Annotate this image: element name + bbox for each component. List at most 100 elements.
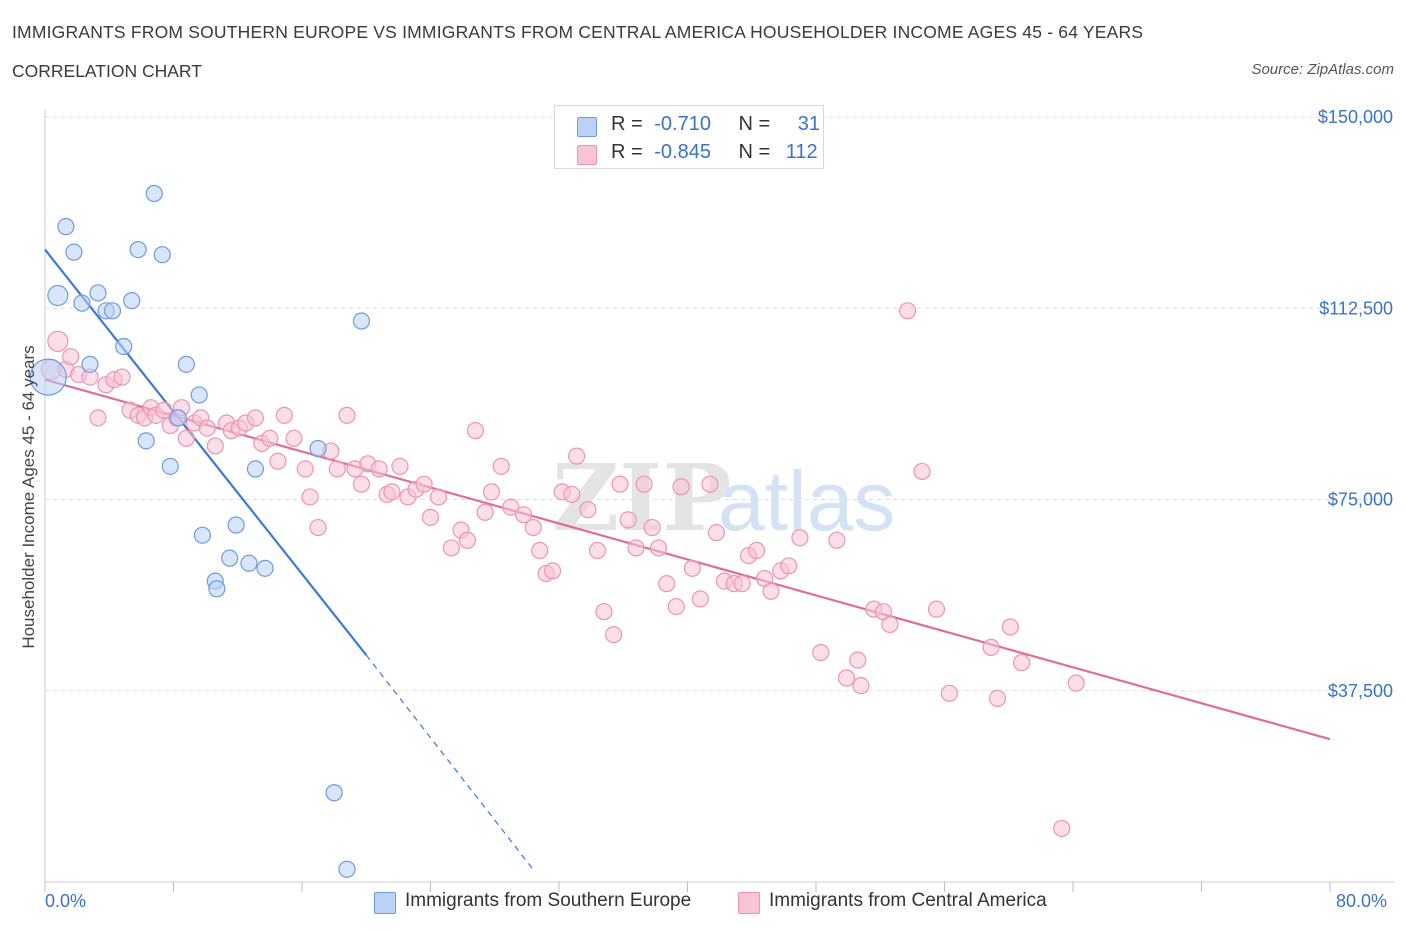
point-southern-europe (169, 409, 187, 427)
point-central-america (898, 302, 917, 320)
point-southern-europe (338, 860, 356, 878)
point-central-america (691, 590, 709, 608)
point-central-america (113, 368, 131, 386)
point-central-america (579, 501, 597, 519)
point-southern-europe (57, 218, 75, 236)
point-central-america (762, 582, 780, 600)
point-southern-europe (145, 184, 163, 203)
legend-r-value: -0.710 (654, 113, 711, 135)
point-southern-europe (81, 355, 99, 373)
point-central-america (524, 518, 542, 537)
axes (44, 110, 1394, 892)
point-central-america (658, 575, 676, 593)
point-central-america (733, 575, 751, 593)
point-central-america (198, 419, 216, 437)
point-southern-europe (65, 243, 83, 261)
point-central-america (881, 615, 899, 634)
point-central-america (177, 429, 195, 447)
point-central-america (415, 475, 433, 493)
point-central-america (275, 406, 293, 424)
y-tick-label: $37,500 (1328, 681, 1393, 701)
point-southern-europe (352, 312, 371, 330)
point-central-america (707, 524, 726, 542)
y-tick-labels: $37,500 $75,000 $112,500 $150,000 (1318, 107, 1393, 701)
point-central-america (982, 638, 1000, 657)
y-axis-label: Householder Income Ages 45 - 64 years (19, 345, 38, 649)
point-central-america (391, 457, 409, 475)
point-central-america (588, 541, 607, 560)
point-central-america (476, 503, 494, 521)
point-southern-europe (240, 554, 258, 572)
point-central-america (1053, 819, 1071, 838)
point-southern-europe (256, 559, 274, 577)
point-central-america (89, 409, 107, 427)
point-central-america (206, 437, 224, 455)
legend-r-value: -0.845 (654, 141, 711, 163)
point-central-america (301, 488, 319, 506)
chart-subtitle: CORRELATION CHART (12, 61, 202, 81)
point-central-america (492, 457, 510, 475)
point-central-america (285, 429, 303, 447)
points-southern-europe (29, 184, 371, 878)
point-central-america (643, 518, 661, 537)
point-central-america (531, 541, 549, 560)
stats-legend: R = -0.710 N = 31 R = -0.845 N = 112 (554, 105, 824, 169)
point-central-america (791, 529, 809, 547)
point-central-america (261, 429, 279, 447)
point-central-america (747, 541, 766, 560)
legend-text: R = -0.710 N = 31 (611, 113, 820, 136)
point-southern-europe (137, 432, 155, 450)
point-central-america (352, 475, 371, 493)
legend-swatch-blue (577, 117, 597, 137)
point-central-america (849, 651, 867, 669)
point-southern-europe (89, 284, 107, 302)
point-central-america (635, 475, 653, 493)
point-central-america (988, 689, 1007, 708)
point-central-america (1001, 618, 1019, 636)
point-central-america (683, 559, 701, 577)
point-central-america (563, 485, 581, 503)
x-tick-label-max: 80.0% (1336, 891, 1388, 911)
y-tick-label: $75,000 (1328, 490, 1393, 510)
point-southern-europe (221, 549, 239, 567)
point-central-america (458, 531, 477, 549)
point-central-america (605, 626, 623, 644)
trend-line-southern-europe (44, 248, 368, 656)
point-central-america (1067, 674, 1085, 692)
point-central-america (338, 406, 356, 424)
point-southern-europe (123, 292, 141, 310)
y-tick-label: $112,500 (1319, 298, 1393, 318)
point-central-america (442, 539, 460, 557)
point-southern-europe (161, 457, 179, 475)
point-southern-europe (103, 302, 122, 320)
point-central-america (155, 401, 173, 419)
point-central-america (927, 600, 946, 618)
point-central-america (667, 597, 685, 616)
point-southern-europe (208, 580, 226, 598)
point-central-america (543, 562, 562, 580)
watermark: ZIP atlas (552, 444, 895, 552)
point-central-america (246, 409, 265, 427)
bottom-legend-label: Immigrants from Central America (769, 890, 1047, 911)
point-central-america (627, 539, 645, 557)
bottom-legend-label: Immigrants from Southern Europe (405, 890, 692, 911)
legend-n-label: N = (738, 141, 771, 163)
legend-text: R = -0.845 N = 112 (611, 141, 818, 164)
point-central-america (812, 643, 830, 662)
point-southern-europe (177, 355, 195, 373)
legend-r-label: R = (611, 113, 643, 135)
y-tick-label: $150,000 (1318, 107, 1393, 127)
point-southern-europe (325, 784, 343, 802)
point-southern-europe (193, 526, 212, 544)
point-central-america (595, 603, 613, 621)
point-central-america (47, 330, 69, 352)
point-central-america (852, 677, 870, 695)
point-central-america (611, 475, 629, 493)
point-central-america (649, 539, 668, 557)
point-central-america (780, 557, 798, 575)
trend-line-extension-southern-europe (365, 654, 536, 873)
point-central-america (913, 462, 931, 481)
grid-lines (45, 116, 1394, 692)
point-central-america (837, 669, 856, 687)
